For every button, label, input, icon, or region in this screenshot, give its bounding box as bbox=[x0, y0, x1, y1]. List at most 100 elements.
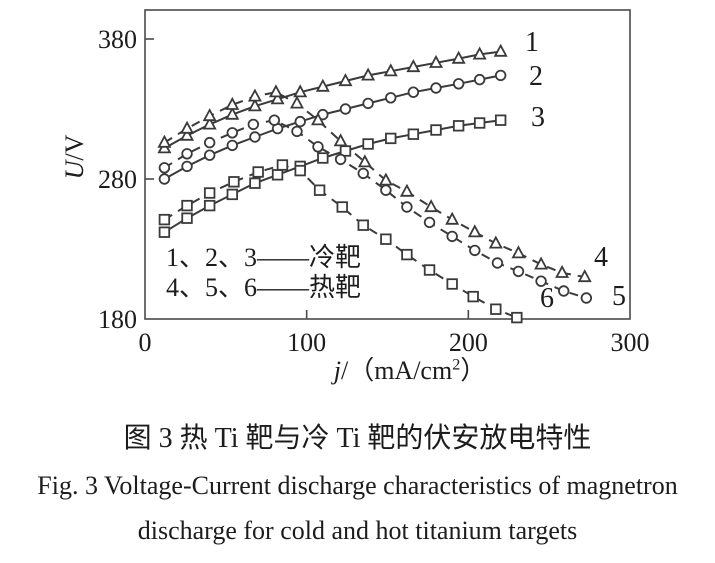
circle-marker bbox=[203, 136, 216, 149]
curve-5-markers bbox=[158, 114, 593, 304]
square-marker bbox=[494, 114, 507, 126]
square-marker bbox=[357, 219, 369, 231]
square-marker bbox=[249, 177, 261, 189]
triangle-marker bbox=[428, 54, 444, 68]
triangle-marker bbox=[445, 211, 460, 225]
square-marker bbox=[511, 311, 523, 324]
circle-marker bbox=[247, 118, 260, 131]
circle-marker bbox=[268, 114, 281, 126]
circle-marker bbox=[158, 173, 171, 185]
square-marker bbox=[313, 184, 326, 196]
curve-6-markers bbox=[158, 159, 523, 324]
circle-marker bbox=[357, 167, 369, 180]
curve-1-markers bbox=[157, 43, 508, 154]
triangle-marker bbox=[472, 46, 487, 60]
triangle-marker bbox=[247, 98, 262, 112]
triangle-marker bbox=[424, 199, 439, 213]
triangle-marker bbox=[247, 88, 262, 102]
triangle-marker bbox=[315, 78, 330, 92]
circle-marker bbox=[385, 92, 397, 104]
square-marker bbox=[452, 120, 465, 132]
square-marker bbox=[228, 176, 240, 188]
circle-marker bbox=[158, 162, 171, 174]
square-marker bbox=[181, 199, 193, 212]
square-marker bbox=[158, 213, 171, 226]
y-axis-variable: U bbox=[60, 160, 89, 180]
circle-marker bbox=[339, 103, 352, 115]
triangle-marker bbox=[225, 106, 240, 120]
x-axis-unit-close: ） bbox=[460, 356, 487, 385]
circle-marker bbox=[491, 257, 504, 269]
circle-marker bbox=[423, 216, 436, 229]
x-axis-title: j/（mA/cm2） bbox=[280, 350, 540, 387]
circle-marker bbox=[446, 230, 458, 243]
square-marker bbox=[385, 132, 397, 145]
triangle-marker bbox=[406, 59, 421, 73]
triangle-marker bbox=[488, 235, 503, 249]
circle-marker bbox=[452, 78, 465, 90]
x-tick-label: 300 bbox=[611, 328, 650, 357]
triangle-marker bbox=[399, 183, 414, 197]
circle-marker bbox=[334, 153, 347, 166]
triangle-marker bbox=[511, 245, 526, 259]
circle-marker bbox=[181, 148, 193, 160]
legend-cold-targets: 1、2、3——冷靶 bbox=[166, 243, 362, 272]
circle-marker bbox=[401, 201, 413, 213]
square-marker bbox=[294, 164, 306, 177]
caption-english-line-1: Fig. 3 Voltage-Current discharge charact… bbox=[37, 471, 678, 500]
triangle-marker bbox=[202, 116, 217, 130]
triangle-marker bbox=[451, 50, 466, 64]
circle-marker bbox=[291, 125, 303, 138]
circle-marker bbox=[203, 149, 216, 161]
triangle-marker bbox=[310, 112, 325, 126]
triangle-marker bbox=[577, 269, 592, 283]
triangle-marker bbox=[268, 84, 283, 98]
circle-marker bbox=[181, 160, 193, 173]
circle-marker bbox=[249, 131, 261, 143]
legend-hot-targets: 4、5、6——热靶 bbox=[166, 273, 362, 302]
curve-3-line bbox=[163, 119, 501, 234]
circle-marker bbox=[380, 184, 392, 196]
triangle-marker bbox=[157, 134, 172, 148]
circle-marker bbox=[294, 115, 306, 128]
circle-marker bbox=[512, 265, 525, 278]
square-marker bbox=[473, 117, 486, 129]
circle-marker bbox=[226, 127, 239, 139]
square-marker bbox=[362, 138, 374, 150]
circle-marker bbox=[469, 244, 481, 257]
curve-2-markers bbox=[158, 69, 507, 185]
square-marker bbox=[226, 188, 239, 201]
circle-marker bbox=[558, 285, 570, 297]
y-axis-title: U/V bbox=[60, 117, 89, 197]
circle-marker bbox=[312, 141, 324, 153]
triangle-marker bbox=[338, 73, 353, 87]
square-marker bbox=[203, 187, 216, 199]
y-tick-label: 380 bbox=[98, 25, 137, 54]
triangle-marker bbox=[467, 224, 482, 238]
circle-marker bbox=[535, 275, 547, 287]
x-tick-label: 0 bbox=[139, 328, 152, 357]
circle-marker bbox=[494, 69, 507, 82]
triangle-marker bbox=[361, 67, 376, 81]
triangle-marker bbox=[180, 120, 195, 134]
chart-legend: 1、2、3——冷靶 4、5、6——热靶 bbox=[166, 243, 361, 303]
triangle-marker bbox=[493, 43, 508, 57]
x-axis-unit-exponent: 2 bbox=[452, 356, 461, 374]
square-marker bbox=[271, 169, 284, 181]
caption-chinese: 图 3 热 Ti 靶与冷 Ti 靶的伏安放电特性 bbox=[123, 423, 592, 454]
square-marker bbox=[317, 152, 329, 164]
square-marker bbox=[336, 201, 348, 213]
circle-marker bbox=[226, 139, 239, 152]
caption-english-line-2: discharge for cold and hot titanium targ… bbox=[137, 516, 578, 545]
triangle-marker bbox=[333, 133, 348, 147]
y-tick-label: 180 bbox=[98, 305, 137, 334]
y-tick-label: 280 bbox=[98, 165, 137, 194]
triangle-marker bbox=[180, 127, 195, 141]
square-marker bbox=[203, 199, 216, 212]
x-tick-label: 200 bbox=[449, 328, 488, 357]
triangle-marker bbox=[534, 256, 549, 270]
curve-6-line bbox=[163, 163, 518, 319]
triangle-marker bbox=[383, 63, 398, 77]
